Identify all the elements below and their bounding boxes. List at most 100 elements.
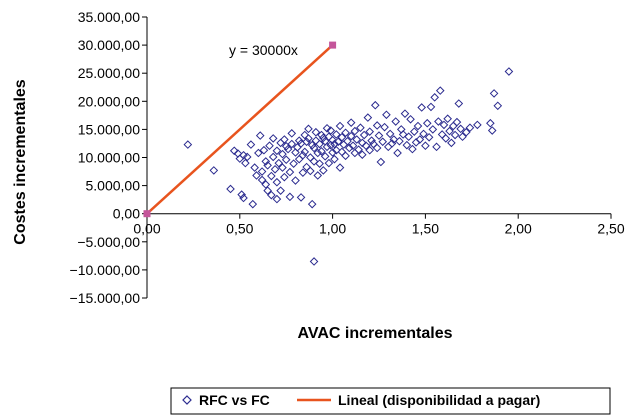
scatter-point xyxy=(252,171,261,180)
scatter-point xyxy=(330,139,339,149)
scatter-point xyxy=(261,157,271,166)
trend-line-point xyxy=(329,41,337,49)
scatter-point xyxy=(382,110,391,120)
scatter-point xyxy=(259,145,269,155)
legend-label-scatter: RFC vs FC xyxy=(199,392,270,408)
scatter-point xyxy=(272,146,282,156)
scatter-point xyxy=(272,194,282,204)
scatter-point xyxy=(272,177,282,187)
scatter-point xyxy=(307,199,317,209)
scatter-point xyxy=(267,190,276,200)
scatter-point xyxy=(393,148,402,158)
scatter-point xyxy=(239,193,248,203)
y-axis: 35.000,00 30.000,00 25.000,00 20.000,00 15.0… xyxy=(70,9,148,306)
y-tick-label: −10.000,00 xyxy=(70,262,141,278)
x-axis: 0,00 0,50 1,00 1,50 2,00 2,50 xyxy=(133,213,625,237)
scatter-point xyxy=(226,184,235,194)
scatter-point xyxy=(435,86,445,95)
scatter-point xyxy=(304,134,313,143)
scatter-point xyxy=(370,100,380,110)
scatter-point xyxy=(489,89,499,98)
y-tick-label: 20.000,00 xyxy=(78,93,140,109)
scatter-point xyxy=(357,138,367,148)
scatter-point xyxy=(335,121,345,131)
y-tick-label: 25.000,00 xyxy=(78,65,140,81)
scatter-point xyxy=(341,128,350,138)
scatter-point xyxy=(254,148,263,158)
scatter-point xyxy=(298,168,308,177)
scatter-point xyxy=(291,176,300,185)
scatter-point xyxy=(441,134,451,143)
scatter-point xyxy=(311,127,321,137)
scatter-point xyxy=(447,138,456,148)
scatter-point xyxy=(304,124,313,134)
scatter-point xyxy=(402,140,412,150)
scatter-point xyxy=(385,129,395,139)
scatter-point xyxy=(391,117,401,126)
scatter-point xyxy=(404,132,414,142)
scatter-point xyxy=(322,142,332,152)
scatter-point xyxy=(283,144,293,154)
scatter-point xyxy=(268,152,278,162)
scatter-point xyxy=(348,141,358,151)
scatter-point xyxy=(395,136,404,146)
y-tick-label: −15.000,00 xyxy=(70,290,141,306)
legend-item-line: Lineal (disponibilidad a pagar) xyxy=(297,392,540,408)
scatter-point xyxy=(285,167,295,177)
scatter-point xyxy=(270,164,280,174)
scatter-point xyxy=(315,139,324,149)
scatter-point xyxy=(300,147,310,157)
scatter-point xyxy=(298,150,308,160)
scatter-point xyxy=(330,154,339,164)
scatter-series xyxy=(183,67,514,266)
scatter-point xyxy=(350,148,360,158)
scatter-point xyxy=(374,131,384,140)
scatter-point xyxy=(248,199,258,209)
scatter-point xyxy=(242,152,252,162)
scatter-point xyxy=(246,140,256,149)
scatter-point xyxy=(332,130,341,139)
y-tick-label: 15.000,00 xyxy=(78,121,140,137)
scatter-point xyxy=(285,192,295,202)
scatter-point xyxy=(319,166,328,175)
scatter-point xyxy=(378,137,388,147)
scatter-point xyxy=(400,109,410,118)
scatter-point xyxy=(332,145,341,155)
scatter-point xyxy=(359,130,369,140)
scatter-point xyxy=(365,127,375,136)
scatter-point xyxy=(291,148,300,157)
scatter-point xyxy=(439,120,449,130)
y-ticks: 35.000,00 30.000,00 25.000,00 20.000,00 15.0… xyxy=(70,9,147,306)
scatter-point xyxy=(372,143,382,153)
scatter-point xyxy=(317,130,326,140)
scatter-point xyxy=(268,134,278,143)
scatter-point xyxy=(280,135,289,144)
x-tick-label: 0,00 xyxy=(133,221,160,237)
scatter-point xyxy=(445,126,454,136)
scatter-point xyxy=(313,171,323,180)
y-tick-label: 5.000,00 xyxy=(86,178,141,194)
legend-label-line: Lineal (disponibilidad a pagar) xyxy=(338,392,540,408)
scatter-point xyxy=(350,126,360,136)
scatter-point xyxy=(365,145,375,155)
x-axis-title: AVAC incrementales xyxy=(297,325,452,342)
scatter-point xyxy=(276,186,285,195)
scatter-point xyxy=(409,127,419,136)
scatter-point xyxy=(415,135,425,144)
scatter-point xyxy=(302,137,311,147)
y-tick-label: 35.000,00 xyxy=(78,9,140,25)
scatter-point xyxy=(257,175,267,185)
scatter-point xyxy=(421,141,430,151)
scatter-point xyxy=(265,141,274,151)
scatter-point xyxy=(287,129,297,138)
scatter-point xyxy=(354,145,363,154)
scatter-point xyxy=(328,135,337,145)
scatter-point xyxy=(504,67,514,76)
scatter-point xyxy=(294,154,304,164)
scatter-point xyxy=(486,118,495,128)
y-tick-label: 0,00 xyxy=(113,206,140,222)
legend-diamond-marker-icon xyxy=(182,395,192,405)
scatter-point xyxy=(357,150,367,159)
y-tick-label: 10.000,00 xyxy=(78,150,140,166)
legend-item-scatter: RFC vs FC xyxy=(182,392,270,408)
